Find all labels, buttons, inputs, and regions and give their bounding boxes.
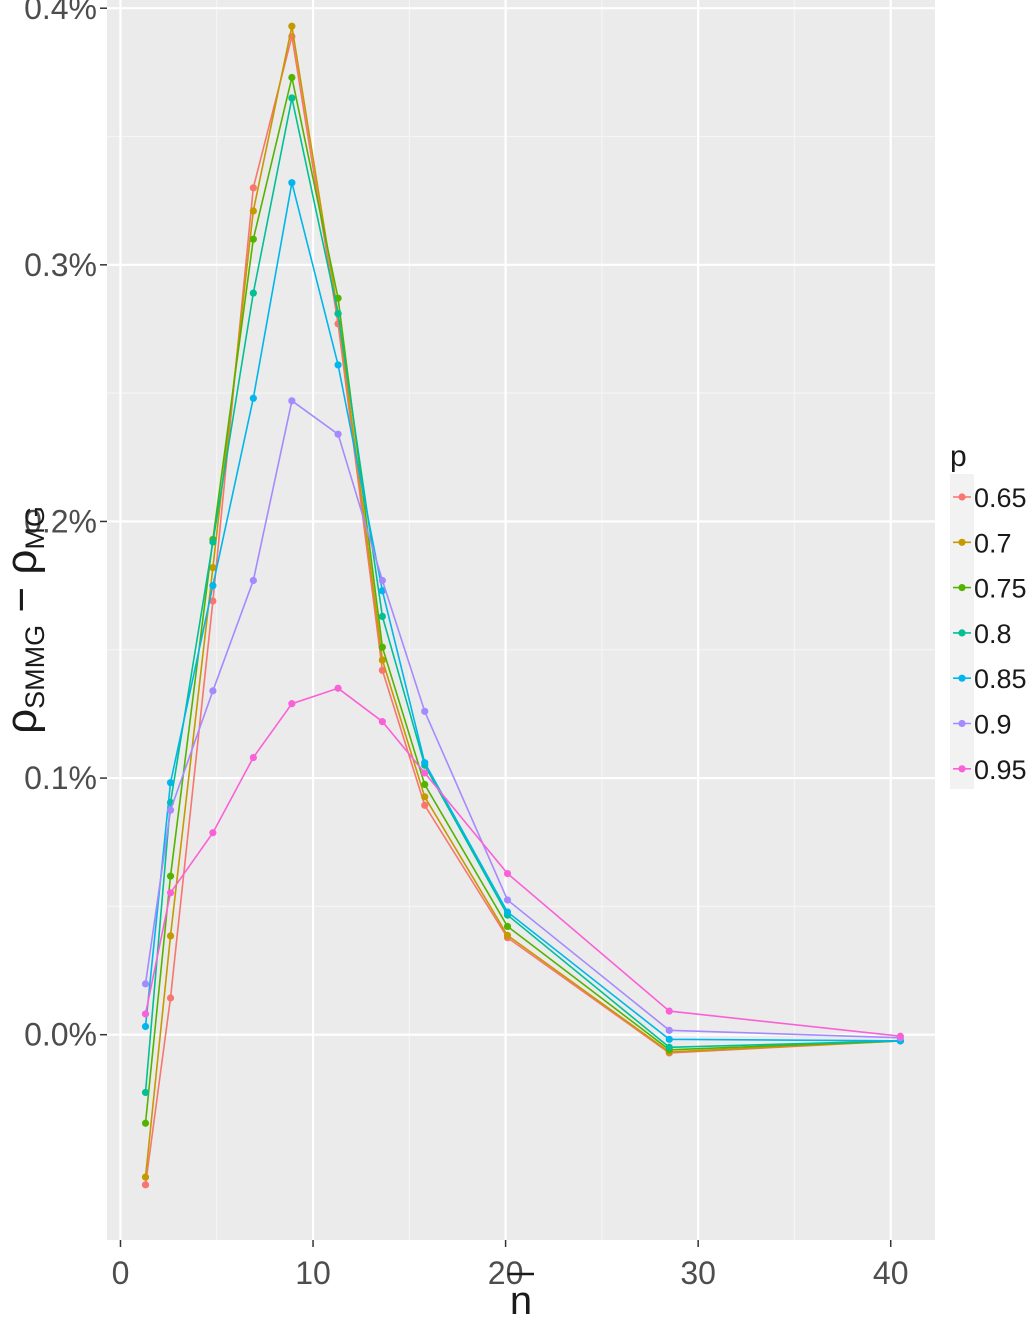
data-point bbox=[141, 1173, 150, 1181]
legend-key-point bbox=[958, 493, 966, 501]
data-point bbox=[166, 932, 175, 940]
data-point bbox=[141, 1010, 150, 1018]
data-point bbox=[665, 1035, 673, 1043]
legend-key-point bbox=[958, 719, 966, 728]
y-axis-title-sub-1: SMMG bbox=[20, 625, 50, 709]
y-axis-title-minus: − bbox=[0, 575, 46, 625]
data-point bbox=[249, 235, 257, 243]
series-0-95 bbox=[141, 684, 904, 1040]
legend-label: 0.85 bbox=[974, 664, 1027, 694]
data-point bbox=[421, 707, 429, 715]
data-point bbox=[421, 780, 429, 789]
data-point bbox=[334, 309, 342, 318]
y-tick-label: 0.0% bbox=[24, 1017, 97, 1053]
data-point bbox=[378, 587, 386, 595]
data-point bbox=[166, 872, 175, 880]
axis-ticks: 0 10 20 30 400.0%0.1%0.2%0.3%0.4% bbox=[24, 0, 908, 1291]
data-point bbox=[141, 1022, 150, 1031]
data-point bbox=[334, 361, 342, 369]
data-point bbox=[288, 397, 296, 405]
legend-key-point bbox=[958, 538, 966, 546]
y-axis-title-rho-1: ρ bbox=[0, 709, 46, 734]
x-tick-label: 10 bbox=[295, 1255, 331, 1291]
data-point bbox=[249, 289, 257, 297]
x-axis-title: n bbox=[510, 1279, 532, 1323]
data-point bbox=[288, 179, 296, 187]
data-point bbox=[288, 73, 296, 82]
data-point bbox=[249, 207, 257, 215]
data-point bbox=[378, 643, 386, 651]
data-point bbox=[665, 1026, 673, 1034]
y-axis-title-rho-2: ρ bbox=[0, 550, 46, 575]
series-layer bbox=[141, 22, 904, 1189]
legend-label: 0.9 bbox=[974, 710, 1012, 740]
data-point bbox=[166, 994, 175, 1002]
data-point bbox=[166, 806, 175, 814]
y-tick-label: 0.3% bbox=[24, 247, 97, 283]
y-axis-title-sub-2: MG bbox=[20, 506, 50, 550]
data-point bbox=[665, 1007, 673, 1015]
data-point bbox=[209, 564, 217, 572]
data-point bbox=[503, 896, 512, 904]
data-point bbox=[209, 687, 217, 695]
data-point bbox=[288, 22, 296, 30]
data-point bbox=[141, 1088, 150, 1097]
data-point bbox=[378, 612, 386, 621]
data-point bbox=[378, 576, 386, 585]
data-point bbox=[378, 666, 386, 674]
legend-key-point bbox=[958, 765, 966, 773]
data-point bbox=[334, 684, 342, 692]
data-point bbox=[288, 700, 296, 708]
grid-minor bbox=[107, 0, 935, 1240]
data-point bbox=[141, 1181, 150, 1189]
data-point bbox=[421, 801, 429, 809]
legend-key-point bbox=[958, 674, 966, 682]
data-point bbox=[665, 1043, 673, 1051]
data-point bbox=[334, 430, 342, 438]
data-point bbox=[209, 597, 217, 605]
data-point bbox=[334, 294, 342, 302]
x-tick-label: 0 bbox=[112, 1255, 130, 1291]
data-point bbox=[421, 793, 429, 801]
legend-title: p bbox=[950, 440, 967, 473]
x-tick-label: 30 bbox=[680, 1255, 716, 1291]
legend-label: 0.95 bbox=[974, 755, 1027, 785]
legend-label: 0.65 bbox=[974, 483, 1027, 513]
legend-label: 0.75 bbox=[974, 574, 1027, 604]
series-0-85 bbox=[141, 179, 904, 1045]
y-tick-label: 0.4% bbox=[24, 0, 97, 26]
data-point bbox=[421, 759, 429, 767]
data-point bbox=[249, 753, 257, 762]
data-point bbox=[503, 931, 512, 939]
data-point bbox=[421, 769, 429, 777]
data-point bbox=[503, 869, 512, 878]
data-point bbox=[896, 1032, 904, 1040]
x-tick-label: 40 bbox=[873, 1255, 909, 1291]
data-point bbox=[249, 576, 257, 585]
data-point bbox=[209, 582, 217, 590]
data-point bbox=[288, 94, 296, 102]
data-point bbox=[141, 1119, 150, 1127]
data-point bbox=[249, 184, 257, 192]
y-axis-title: ρSMMG − ρMG bbox=[0, 506, 50, 734]
legend: p 0.65 0.7 0.75 0.8 0.85 0.9 0.95 bbox=[950, 440, 1027, 789]
legend-label: 0.8 bbox=[974, 619, 1012, 649]
data-point bbox=[209, 538, 217, 546]
legend-label: 0.7 bbox=[974, 528, 1012, 558]
data-point bbox=[249, 394, 257, 402]
data-point bbox=[503, 922, 512, 931]
data-point bbox=[166, 889, 175, 897]
legend-key-point bbox=[958, 584, 966, 592]
data-point bbox=[378, 718, 386, 726]
plot-panel bbox=[107, 0, 935, 1240]
data-point bbox=[166, 779, 175, 787]
data-point bbox=[378, 656, 386, 664]
y-tick-label: 0.1% bbox=[24, 760, 97, 796]
data-point bbox=[209, 829, 217, 837]
data-point bbox=[503, 908, 512, 916]
legend-key-point bbox=[958, 629, 966, 637]
data-point bbox=[141, 980, 150, 988]
y-tick-label: 0.2% bbox=[24, 503, 97, 539]
